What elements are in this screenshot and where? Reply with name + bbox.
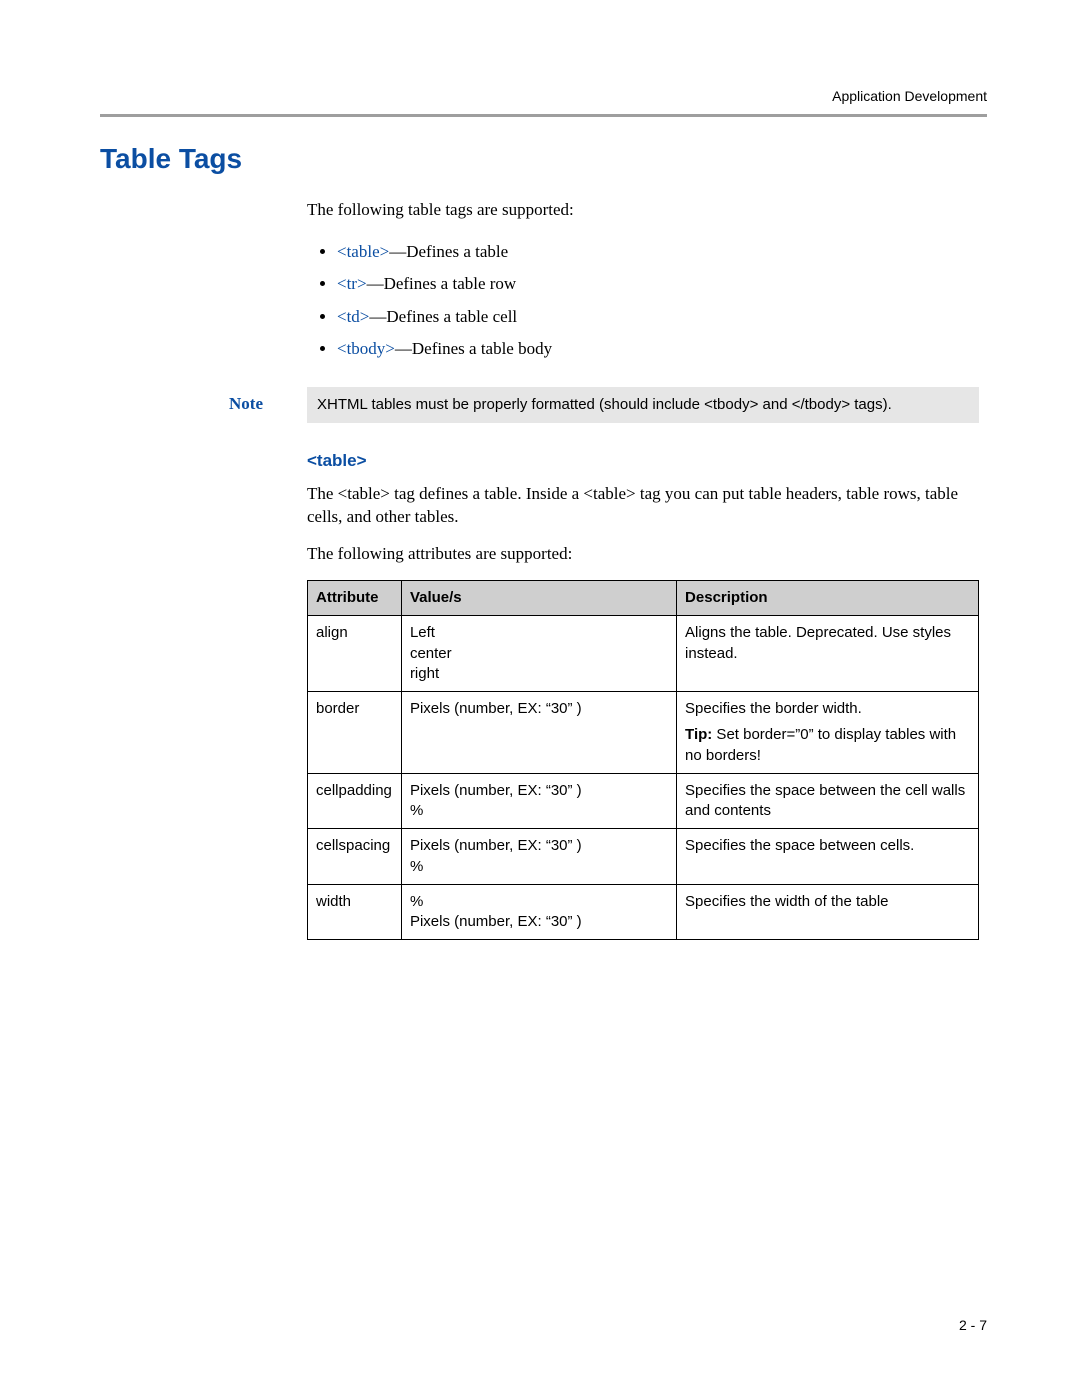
table-row: cellspacingPixels (number, EX: “30” ) %S… <box>308 829 979 885</box>
table-heading: <table> <box>307 451 979 471</box>
tag-link[interactable]: <td> <box>337 307 369 326</box>
tag-list: <table>—Defines a table <tr>—Defines a t… <box>307 236 979 365</box>
table-para: The <table> tag defines a table. Inside … <box>307 483 979 529</box>
cell-attribute: cellspacing <box>308 829 402 885</box>
table-para: The following attributes are supported: <box>307 543 979 566</box>
cell-description: Aligns the table. Deprecated. Use styles… <box>677 616 979 692</box>
col-header-description: Description <box>677 581 979 616</box>
content-column: The following table tags are supported: … <box>307 199 979 940</box>
col-header-attribute: Attribute <box>308 581 402 616</box>
note-text: XHTML tables must be properly formatted … <box>307 387 979 423</box>
cell-description: Specifies the border width.Tip: Set bord… <box>677 692 979 774</box>
cell-attribute: border <box>308 692 402 774</box>
header-rule <box>100 114 987 117</box>
cell-description: Specifies the space between the cell wal… <box>677 773 979 829</box>
tag-desc: —Defines a table body <box>395 339 552 358</box>
note-label: Note <box>229 394 263 414</box>
tag-link[interactable]: <tbody> <box>337 339 395 358</box>
page-number: 2 - 7 <box>959 1317 987 1333</box>
cell-values: Pixels (number, EX: “30” ) % <box>401 829 676 885</box>
tag-desc: —Defines a table cell <box>369 307 517 326</box>
table-header-row: Attribute Value/s Description <box>308 581 979 616</box>
list-item: <tbody>—Defines a table body <box>337 333 979 365</box>
list-item: <tr>—Defines a table row <box>337 268 979 300</box>
cell-values: % Pixels (number, EX: “30” ) <box>401 884 676 940</box>
attributes-table: Attribute Value/s Description alignLeft … <box>307 580 979 940</box>
header-section: Application Development <box>100 88 987 104</box>
table-head: Attribute Value/s Description <box>308 581 979 616</box>
table-row: width% Pixels (number, EX: “30” )Specifi… <box>308 884 979 940</box>
cell-description: Specifies the space between cells. <box>677 829 979 885</box>
cell-values: Pixels (number, EX: “30” ) <box>401 692 676 774</box>
cell-attribute: align <box>308 616 402 692</box>
cell-attribute: width <box>308 884 402 940</box>
cell-description: Specifies the width of the table <box>677 884 979 940</box>
list-item: <td>—Defines a table cell <box>337 301 979 333</box>
table-row: cellpaddingPixels (number, EX: “30” ) %S… <box>308 773 979 829</box>
tag-desc: —Defines a table row <box>367 274 517 293</box>
cell-attribute: cellpadding <box>308 773 402 829</box>
page-title: Table Tags <box>100 143 987 175</box>
table-row: borderPixels (number, EX: “30” )Specifie… <box>308 692 979 774</box>
table-body: alignLeft center rightAligns the table. … <box>308 616 979 940</box>
page: Application Development Table Tags The f… <box>0 0 1080 1397</box>
tag-desc: —Defines a table <box>389 242 508 261</box>
table-row: alignLeft center rightAligns the table. … <box>308 616 979 692</box>
tag-link[interactable]: <tr> <box>337 274 367 293</box>
note-block: Note XHTML tables must be properly forma… <box>307 387 979 423</box>
tag-link[interactable]: <table> <box>337 242 389 261</box>
col-header-values: Value/s <box>401 581 676 616</box>
intro-text: The following table tags are supported: <box>307 199 979 222</box>
cell-values: Left center right <box>401 616 676 692</box>
cell-values: Pixels (number, EX: “30” ) % <box>401 773 676 829</box>
list-item: <table>—Defines a table <box>337 236 979 268</box>
